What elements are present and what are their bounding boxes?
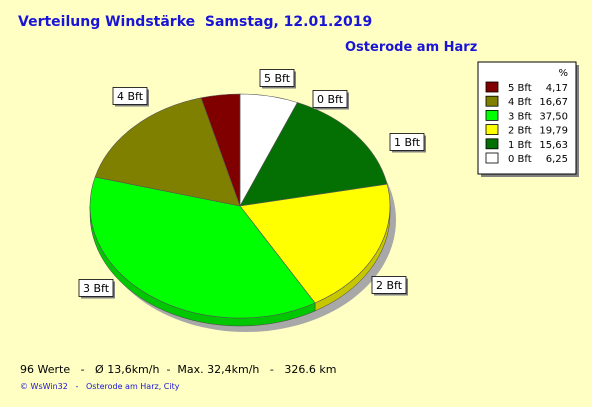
legend-swatch-0-bft — [485, 152, 499, 164]
svg-text:4 Bft: 4 Bft — [117, 90, 144, 103]
svg-text:0 Bft: 0 Bft — [317, 93, 344, 106]
legend-label-3-bft: 3 Bft — [508, 111, 532, 122]
legend-header: % — [558, 68, 568, 79]
slice-label-1-bft: 1 Bft — [389, 133, 426, 153]
legend-value-3-bft: 37,50 — [539, 111, 568, 122]
legend-label-0-bft: 0 Bft — [508, 154, 532, 165]
legend-swatch-2-bft — [485, 124, 499, 135]
credit-line: © WsWin32 - Osterode am Harz, City — [20, 382, 180, 391]
pie-slice-5-bft — [200, 93, 241, 207]
pie-slice-1-bft — [239, 102, 388, 207]
legend-value-2-bft: 19,79 — [539, 126, 568, 137]
legend-swatch-1-bft — [485, 138, 499, 150]
slice-label-3-bft: 3 Bft — [78, 279, 115, 299]
legend-value-1-bft: 15,63 — [539, 140, 568, 151]
svg-text:1 Bft: 1 Bft — [394, 136, 421, 149]
slice-label-5-bft: 5 Bft — [259, 69, 296, 89]
legend-swatch-4-bft — [485, 95, 499, 107]
legend-value-5-bft: 4,17 — [546, 83, 568, 94]
pie-slice-3-bft — [89, 176, 316, 319]
pie-slice-2-bft — [239, 183, 391, 304]
legend-swatch-5-bft — [485, 81, 499, 93]
svg-text:3 Bft: 3 Bft — [83, 282, 110, 295]
legend-label-4-bft: 4 Bft — [508, 97, 532, 108]
summary-stats: 96 Werte - Ø 13,6km/h - Max. 32,4km/h - … — [20, 363, 337, 376]
legend-label-2-bft: 2 Bft — [508, 126, 532, 137]
slice-label-4-bft: 4 Bft — [112, 87, 149, 107]
legend-label-1-bft: 1 Bft — [508, 140, 532, 151]
pie-slice-4-bft — [94, 97, 241, 207]
location-label: Osterode am Harz — [345, 40, 478, 55]
svg-text:5 Bft: 5 Bft — [264, 72, 291, 85]
legend-swatch-3-bft — [485, 110, 499, 121]
legend-label-5-bft: 5 Bft — [508, 83, 532, 94]
chart-title: Verteilung Windstärke Samstag, 12.01.201… — [18, 14, 373, 30]
svg-text:2 Bft: 2 Bft — [376, 279, 403, 292]
slice-label-2-bft: 2 Bft — [371, 276, 408, 296]
legend-value-4-bft: 16,67 — [539, 97, 568, 108]
legend-value-0-bft: 6,25 — [546, 154, 568, 165]
slice-label-0-bft: 0 Bft — [312, 90, 349, 110]
